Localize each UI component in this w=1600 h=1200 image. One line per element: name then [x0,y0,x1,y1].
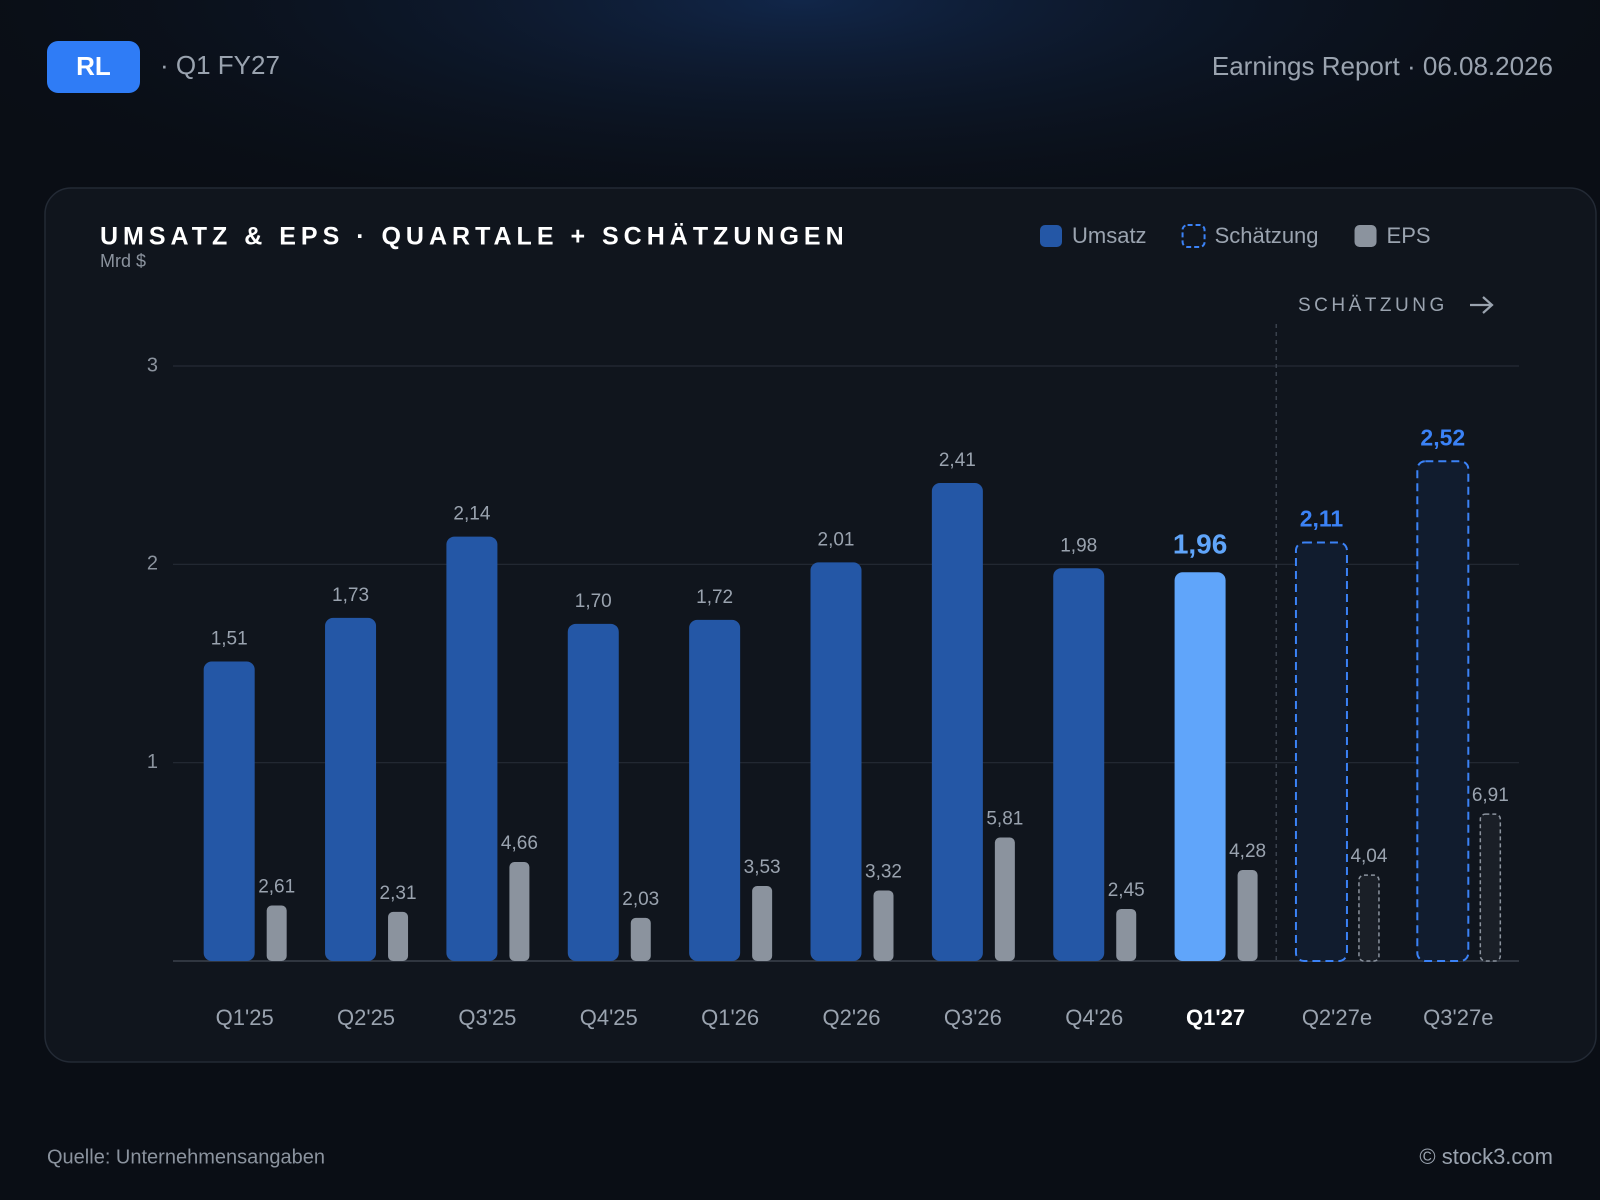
revenue-bar [1174,572,1226,961]
y-tick-label: 2 [147,553,158,575]
x-tick-label: Q3'25 [458,1005,516,1030]
chart-subtitle: Mrd $ [100,251,146,271]
period: · Q1 FY27 [160,50,280,80]
x-tick-label: Q3'26 [944,1005,1002,1030]
value-label: 1,70 [575,591,612,612]
eps-bar [266,905,287,961]
value-label: 1,51 [211,629,248,650]
revenue-bar [325,617,377,961]
x-tick-label: Q2'27e [1302,1005,1372,1030]
eps-label: 2,61 [258,877,295,898]
x-tick-label: Q3'27e [1423,1005,1493,1030]
eps-bar [509,861,530,961]
legend-swatch [1181,224,1206,248]
revenue-bar [446,536,498,961]
revenue-bar [1053,568,1105,961]
annotation-arrow [1470,296,1494,314]
report-date: Earnings Report · 06.08.2026 [1212,51,1553,81]
eps-bar [994,837,1015,961]
x-tick-label: Q4'26 [1065,1005,1123,1030]
x-tick-label: Q2'26 [822,1005,880,1030]
eps-bar [630,917,651,961]
legend-swatch [1040,225,1062,247]
x-tick-label: Q1'27 [1186,1005,1245,1030]
estimate-bar [1294,541,1348,962]
value-label: 1,98 [1060,535,1097,556]
x-tick-label: Q1'26 [701,1005,759,1030]
value-label: 1,72 [696,587,733,608]
legend-label: Umsatz [1072,223,1147,248]
value-label: 2,52 [1420,424,1465,450]
revenue-bar [567,623,619,961]
y-tick-label: 1 [147,751,158,773]
x-tick-label: Q2'25 [337,1005,395,1030]
eps-label: 4,66 [501,833,538,854]
value-label: 2,14 [453,504,490,525]
eps-bar [752,885,773,961]
eps-label: 2,31 [380,883,417,904]
eps-bar [873,890,894,961]
source: Quelle: Unternehmensangaben [47,1146,325,1168]
legend-label: EPS [1387,223,1431,248]
revenue-bar [203,661,255,961]
eps-label: 6,91 [1472,785,1509,806]
badge [47,41,140,93]
value-label: 2,01 [818,529,855,550]
eps-label: 3,53 [744,857,781,878]
revenue-bar [810,562,862,961]
chart-title: UMSATZ & EPS · QUARTALE + SCHÄTZUNGEN [100,223,849,251]
value-label: 2,11 [1300,506,1344,532]
value-label: 1,96 [1173,529,1228,560]
eps-label: 2,45 [1108,880,1145,901]
eps-label: 4,04 [1350,846,1387,867]
value-label: 2,41 [939,450,976,471]
legend-label: Schätzung [1215,223,1319,248]
estimate-bar [1416,460,1470,962]
badge-text: RL [76,51,111,81]
eps-bar [388,911,409,961]
eps-bar [1479,813,1502,962]
eps-bar [1358,874,1380,962]
y-tick-label: 3 [147,354,158,376]
legend-swatch [1354,225,1377,247]
eps-label: 5,81 [986,809,1023,830]
revenue-bar [689,619,741,961]
x-tick-label: Q1'25 [216,1005,274,1030]
revenue-bar [931,483,983,961]
credit: © stock3.com [1419,1144,1553,1169]
eps-label: 3,32 [865,861,902,882]
eps-bar [1237,870,1258,961]
eps-label: 4,28 [1229,841,1266,862]
annotation: SCHÄTZUNG [1298,295,1448,316]
value-label: 1,73 [332,585,369,606]
eps-bar [1116,908,1137,961]
eps-label: 2,03 [622,889,659,910]
x-tick-label: Q4'25 [580,1005,638,1030]
